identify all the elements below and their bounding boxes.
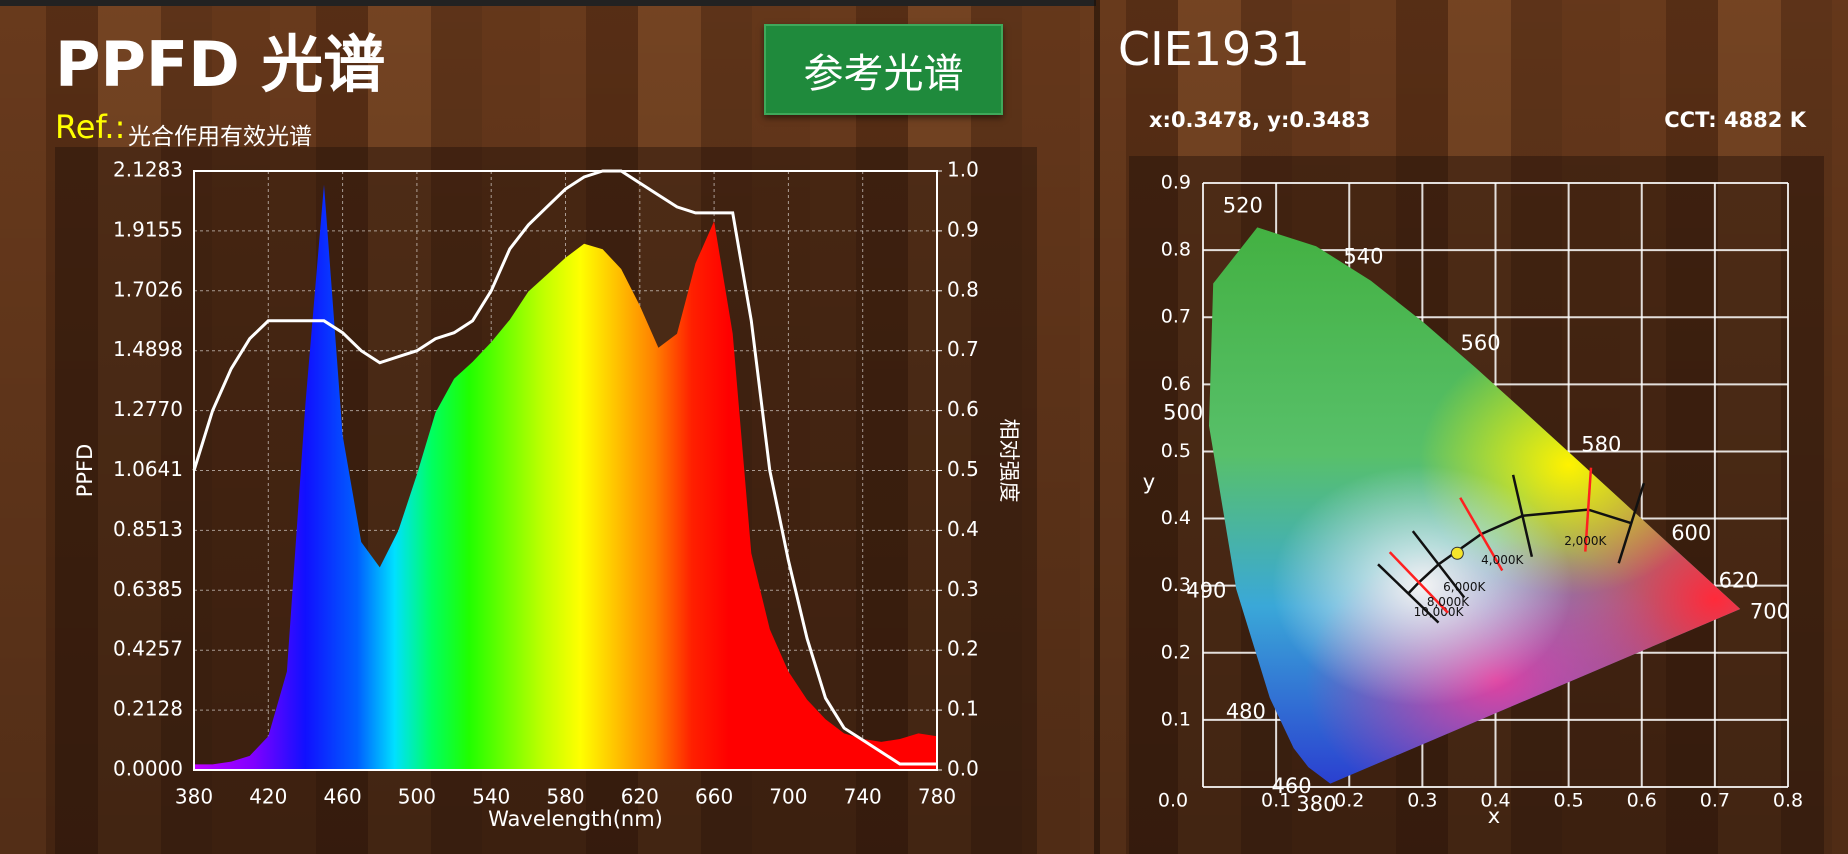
y2-tick-label: 1.0 [947,158,979,182]
y2-tick-label: 0.7 [947,337,979,361]
spectrum-area [194,184,937,771]
x-tick-label: 580 [546,785,584,809]
wavelength-label: 380 [1296,792,1336,816]
isotherm [1377,563,1440,624]
y-tick-label: 0.5 [1161,440,1191,462]
cct-readout: CCT: 4882 K [1664,108,1806,132]
panel-divider [1094,0,1100,854]
x-tick-label: 0.2 [1334,790,1364,812]
y2-axis-label: 相对强度 [997,419,1021,503]
y-tick-label: 1.2770 [113,397,183,421]
x-axis-label: Wavelength(nm) [488,807,663,831]
x-tick-label: 0.8 [1773,790,1803,812]
x-tick-label: 540 [472,785,510,809]
y2-tick-label: 0.9 [947,217,979,241]
y-tick-label: 0.8513 [113,517,183,541]
x-tick-label: 700 [769,785,807,809]
cct-label: 2,000K [1564,534,1607,548]
y-tick-label: 0.8 [1161,239,1191,261]
y-tick-label: 1.9155 [113,217,183,241]
cct-label: 8,000K [1427,595,1470,609]
y-axis-label: y [1143,470,1155,494]
y-tick-label: 0.2 [1161,641,1191,663]
x-tick-label: 660 [695,785,733,809]
y-tick-label: 1.4898 [113,337,183,361]
wavelength-label: 620 [1719,568,1759,592]
x-tick-label: 0.4 [1480,790,1510,812]
y-tick-label: 0.2128 [113,697,183,721]
y2-tick-label: 0.4 [947,517,979,541]
x-tick-label: 0.0 [1158,790,1188,812]
y-tick-label: 0.3 [1161,574,1191,596]
y-tick-label: 2.1283 [113,158,183,182]
y-tick-label: 0.1 [1161,708,1191,730]
ref-label: Ref.: [55,108,126,146]
x-tick-label: 380 [175,785,213,809]
x-tick-label: 460 [324,785,362,809]
y-tick-label: 0.4257 [113,637,183,661]
y-tick-label: 0.4 [1161,507,1191,529]
wavelength-label: 580 [1581,433,1621,457]
y2-tick-label: 0.8 [947,277,979,301]
wavelength-label: 500 [1163,400,1203,424]
y-tick-label: 0.0000 [113,757,183,781]
cct-label: 6,000K [1443,580,1486,594]
x-tick-label: 740 [844,785,882,809]
y2-tick-label: 0.0 [947,757,979,781]
ref-name: 光合作用有效光谱 [128,124,312,150]
wavelength-label: 700 [1750,599,1790,623]
cie-plot: 0.0 0.1 0.2 0.3 0.4 0.5 0.6 0.7 0.8 0.1 0.2 0.3 0.4 0… [1143,172,1803,829]
gamut-fill [1209,227,1741,784]
wavelength-label: 480 [1226,699,1266,723]
status-bar [0,0,1096,6]
cie-title: CIE1931 [1118,22,1310,76]
y2-tick-label: 0.3 [947,577,979,601]
x-tick-label: 0.6 [1627,790,1657,812]
y-tick-label: 0.6 [1161,373,1191,395]
wavelength-label: 600 [1671,521,1711,545]
reference-line [192,169,937,766]
y-tick-label: 1.7026 [113,277,183,301]
x-tick-label: 0.1 [1261,790,1291,812]
wavelength-label: 460 [1271,774,1311,798]
chromaticity-readout: x:0.3478, y:0.3483 [1149,108,1371,132]
wavelength-label: 540 [1343,245,1383,269]
isotherm [1584,467,1593,552]
isotherm [1511,474,1534,558]
y2-tick-label: 0.2 [947,637,979,661]
plot-frame [193,170,938,771]
y-tick-label: 0.9 [1161,172,1191,194]
isotherm [1459,497,1504,572]
y-tick-label: 1.0641 [113,457,183,481]
reference-button[interactable]: 参考光谱 [764,24,1003,115]
x-tick-label: 420 [249,785,287,809]
isotherm [1388,551,1449,614]
x-tick-label: 780 [918,785,956,809]
wavelength-label: 560 [1461,331,1501,355]
x-tick-label: 0.3 [1407,790,1437,812]
page-title: PPFD 光谱 [55,28,386,101]
y2-tick-label: 0.5 [947,457,979,481]
y2-tick-label: 0.6 [947,397,979,421]
x-tick-label: 0.5 [1554,790,1584,812]
isotherm [1617,482,1646,564]
y-tick-label: 0.7 [1161,306,1191,328]
y-tick-label: 0.6385 [113,577,183,601]
wavelength-label: 490 [1186,579,1226,603]
cct-label: 4,000K [1481,553,1524,567]
x-tick-label: 0.7 [1700,790,1730,812]
cct-label: 10,000K [1414,605,1465,619]
x-axis-label: x [1488,804,1500,828]
y-axis-label: PPFD [73,444,97,498]
isotherm [1411,530,1466,599]
y2-tick-label: 0.1 [947,697,979,721]
chromaticity-point [1450,546,1464,560]
x-tick-label: 620 [621,785,659,809]
x-tick-label: 500 [398,785,436,809]
wavelength-label: 520 [1223,193,1263,217]
